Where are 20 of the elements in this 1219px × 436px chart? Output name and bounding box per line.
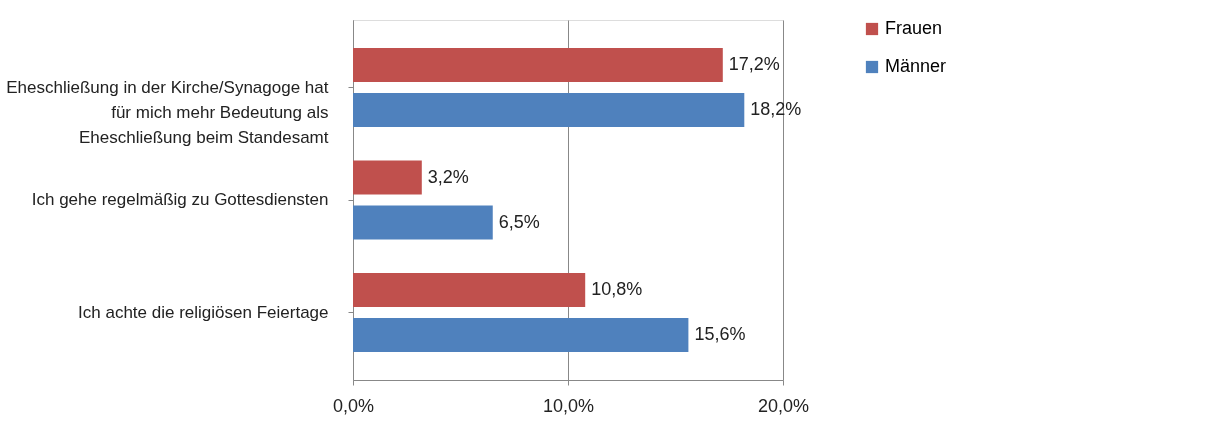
bar xyxy=(353,205,493,240)
data-label: 6,5% xyxy=(498,211,540,232)
legend-label: Frauen xyxy=(885,18,943,38)
data-label: 18,2% xyxy=(750,99,802,119)
data-label: 15,6% xyxy=(694,324,746,344)
bar xyxy=(353,318,689,352)
data-label: 17,2% xyxy=(728,54,780,74)
y-tick-label: Ich achte die religiösen Feiertage xyxy=(78,302,329,322)
y-tick-label: Eheschließung in der Kirche/Synagoge hat für mich mehr Bedeutung als Eheschließung beim Standesamt xyxy=(6,77,329,147)
bar xyxy=(353,93,745,127)
x-tick-label: 10,0% xyxy=(542,395,595,416)
legend-label: Männer xyxy=(885,56,947,76)
data-label: 10,8% xyxy=(591,279,643,299)
y-tick-label: Ich gehe regelmäßig zu Gottesdiensten xyxy=(31,190,329,209)
bar xyxy=(353,160,422,195)
bar xyxy=(353,273,586,307)
data-label: 3,2% xyxy=(427,166,469,187)
x-tick-label: 20,0% xyxy=(757,395,810,416)
x-tick-label: 0,0% xyxy=(332,395,375,416)
bar xyxy=(353,48,723,82)
